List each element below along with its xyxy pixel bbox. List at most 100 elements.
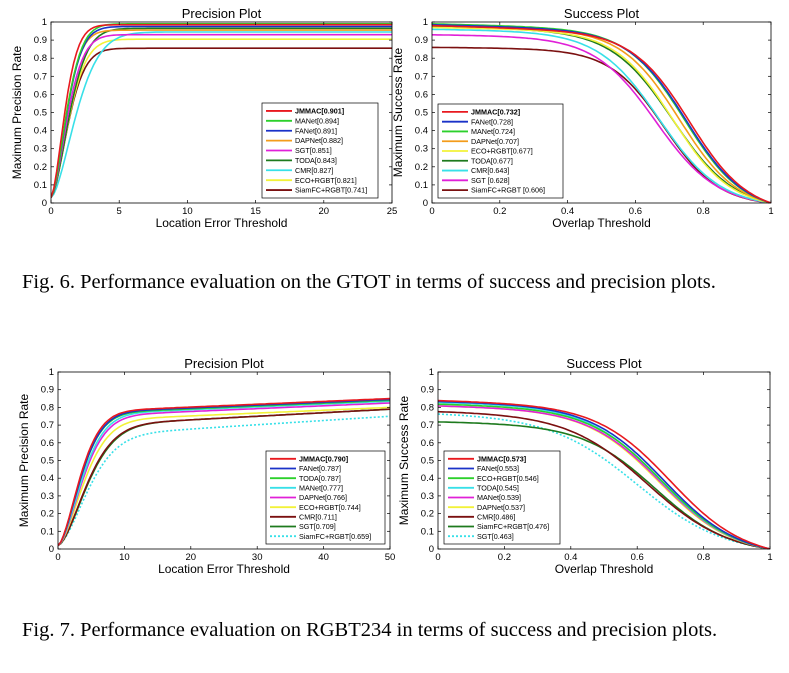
series-line <box>51 25 392 198</box>
y-tick-label: 0.7 <box>41 420 54 431</box>
x-tick-label: 0 <box>55 552 60 563</box>
x-tick-label: 0.2 <box>498 552 511 563</box>
y-tick-label: 0.3 <box>34 144 47 155</box>
y-tick-label: 0.5 <box>421 456 434 467</box>
x-tick-label: 0.4 <box>561 206 574 217</box>
legend-label: TODA[0.843] <box>295 156 337 165</box>
legend: JMMAC[0.732]FANet[0.728]MANet[0.724]DAPN… <box>437 103 564 199</box>
y-tick-label: 0 <box>42 198 47 209</box>
y-tick-label: 0.1 <box>415 180 428 191</box>
series-line <box>438 410 770 549</box>
y-tick-label: 0 <box>429 544 434 555</box>
series-group <box>438 399 770 549</box>
legend-label: CMR[0.711] <box>299 512 337 521</box>
legend-label: DAPNet[0.882] <box>295 136 343 145</box>
gtot-success-chart: Success Plot 0 0.2 0.4 0.6 0.8 1 0 0.1 0.2 0.3 0.4 0… <box>391 6 774 230</box>
series-group <box>58 397 390 547</box>
legend-label: TODA[0.787] <box>299 474 341 483</box>
legend: JMMAC[0.790]FANet[0.787]TODA[0.787]MANet… <box>265 450 386 545</box>
series-group <box>432 23 771 203</box>
legend: JMMAC[0.901]MANet[0.894]FANet[0.891]DAPN… <box>261 102 379 199</box>
x-tick-label: 0.8 <box>697 206 710 217</box>
series-line <box>438 403 770 549</box>
x-tick-label: 0.6 <box>629 206 642 217</box>
x-axis-label: Location Error Threshold <box>158 562 290 576</box>
x-tick-label: 25 <box>387 206 398 217</box>
figure-7-caption: Fig. 7. Performance evaluation on RGBT23… <box>22 619 718 641</box>
chart-title: Success Plot <box>564 6 640 21</box>
y-tick-label: 0 <box>49 544 54 555</box>
legend-label: FANet[0.728] <box>471 117 513 126</box>
legend-label: MANet[0.894] <box>295 116 339 125</box>
legend-label: SGT [0.628] <box>471 176 510 185</box>
legend-label: CMR[0.486] <box>477 512 515 521</box>
y-tick-label: 0.7 <box>415 71 428 82</box>
y-axis-label: Maximum Success Rate <box>391 47 405 177</box>
series-line <box>51 31 392 199</box>
y-tick-label: 0.2 <box>34 162 47 173</box>
y-tick-label: 0.2 <box>415 162 428 173</box>
y-tick-label: 0.5 <box>34 108 47 119</box>
y-tick-label: 0.2 <box>41 509 54 520</box>
x-tick-label: 0.2 <box>493 206 506 217</box>
y-tick-label: 1 <box>429 367 434 378</box>
legend: JMMAC[0.573]FANet[0.553]ECO+RGBT[0.546]T… <box>443 450 561 545</box>
legend-label: JMMAC[0.732] <box>471 107 520 116</box>
legend-label: TODA[0.545] <box>477 483 519 492</box>
y-tick-label: 0.1 <box>34 180 47 191</box>
legend-label: SiamFC+RGBT[0.741] <box>295 186 367 195</box>
series-line <box>58 406 390 547</box>
legend-label: DAPNet[0.537] <box>477 503 525 512</box>
x-tick-label: 0.8 <box>697 552 710 563</box>
y-tick-label: 0.6 <box>415 89 428 100</box>
legend-label: SiamFC+RGBT [0.606] <box>471 186 545 195</box>
y-tick-label: 0.2 <box>421 509 434 520</box>
y-axis-label: Maximum Precision Rate <box>10 45 24 179</box>
legend-label: ECO+RGBT[0.821] <box>295 176 357 185</box>
x-tick-label: 30 <box>252 552 263 563</box>
x-tick-label: 40 <box>318 552 329 563</box>
series-line <box>58 398 390 547</box>
y-tick-label: 0 <box>423 198 428 209</box>
y-tick-label: 1 <box>42 17 47 28</box>
series-line <box>58 400 390 547</box>
y-tick-label: 0.9 <box>421 385 434 396</box>
y-tick-label: 0.8 <box>421 402 434 413</box>
x-axis-label: Overlap Threshold <box>555 562 654 576</box>
series-line <box>432 24 771 203</box>
y-tick-label: 0.8 <box>415 53 428 64</box>
legend-label: CMR[0.827] <box>295 166 333 175</box>
series-line <box>432 28 771 203</box>
x-tick-label: 50 <box>385 552 396 563</box>
y-tick-label: 0.9 <box>34 35 47 46</box>
series-line <box>51 29 392 198</box>
series-line <box>432 33 771 203</box>
x-tick-label: 0.4 <box>564 552 577 563</box>
y-tick-label: 0.7 <box>421 420 434 431</box>
legend-label: DAPNet[0.707] <box>471 137 519 146</box>
y-tick-label: 0.9 <box>415 35 428 46</box>
legend-label: DAPNet[0.766] <box>299 493 347 502</box>
y-axis-label: Maximum Success Rate <box>397 395 411 525</box>
series-line <box>58 415 390 547</box>
chart-title: Precision Plot <box>184 356 264 371</box>
legend-label: ECO+RGBT[0.744] <box>299 503 361 512</box>
x-tick-label: 1 <box>767 552 772 563</box>
series-line <box>438 413 770 549</box>
series-line <box>51 23 392 198</box>
series-line <box>51 38 392 198</box>
series-line <box>58 402 390 547</box>
legend-label: SiamFC+RGBT[0.476] <box>477 522 549 531</box>
legend-label: FANet[0.553] <box>477 464 519 473</box>
legend-label: FANet[0.891] <box>295 126 337 135</box>
x-tick-label: 20 <box>319 206 330 217</box>
y-tick-label: 1 <box>49 367 54 378</box>
y-tick-label: 0.3 <box>421 491 434 502</box>
y-tick-label: 0.5 <box>415 108 428 119</box>
rgbt-precision-chart: Precision Plot 0 10 20 30 40 50 0 0.1 0.2 0.3 0.4 0.… <box>17 356 395 576</box>
series-line <box>438 399 770 549</box>
legend-label: SGT[0.851] <box>295 146 332 155</box>
x-tick-label: 10 <box>182 206 193 217</box>
legend-label: CMR[0.643] <box>471 166 509 175</box>
